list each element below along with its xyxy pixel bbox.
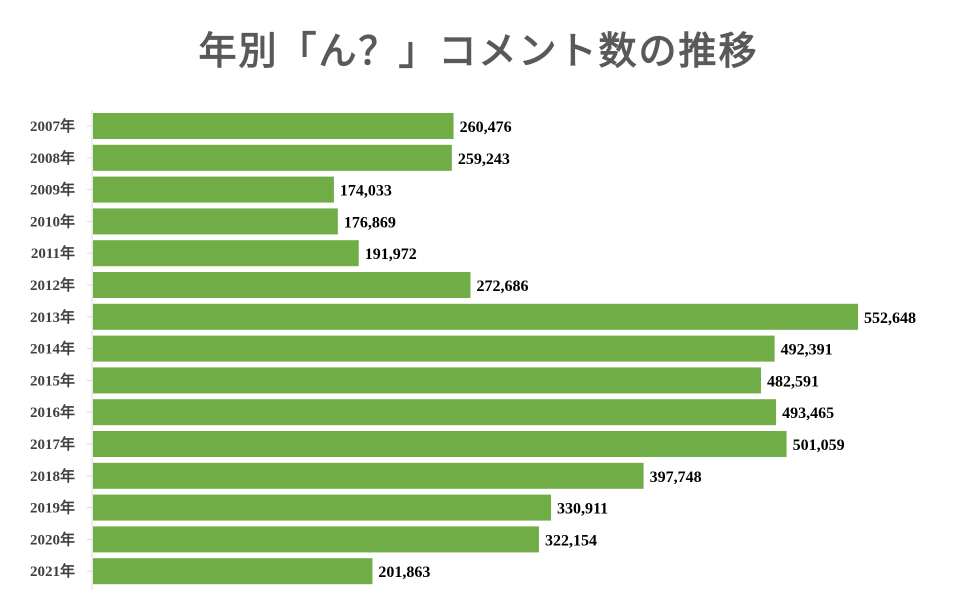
bar	[93, 367, 762, 394]
category-label: 2009年	[30, 181, 75, 199]
category-label: 2018年	[30, 467, 75, 485]
bar	[93, 272, 471, 298]
bar	[93, 335, 775, 362]
bar	[93, 208, 338, 235]
bar	[93, 526, 539, 553]
value-label: 492,391	[781, 342, 833, 359]
bars-group: 2007年 260,476 2008年 259,243 2009年 174,033 2010…	[30, 113, 916, 585]
category-label: 2020年	[30, 530, 75, 548]
value-label: 501,059	[793, 437, 845, 454]
value-label: 493,465	[782, 405, 834, 422]
value-label: 322,154	[545, 532, 597, 549]
value-label: 397,748	[650, 469, 702, 486]
value-label: 482,591	[767, 373, 819, 390]
category-label: 2014年	[30, 340, 75, 358]
category-label: 2013年	[30, 308, 75, 326]
category-label: 2012年	[30, 276, 75, 294]
category-label: 2008年	[30, 149, 75, 167]
bar	[93, 176, 334, 203]
value-label: 259,243	[458, 151, 510, 168]
value-label: 330,911	[557, 501, 608, 518]
bar	[93, 431, 787, 457]
value-label: 272,686	[476, 278, 528, 295]
value-label: 191,972	[365, 246, 417, 263]
category-label: 2019年	[30, 499, 75, 517]
bar	[93, 558, 373, 585]
value-label: 174,033	[340, 183, 392, 200]
bar	[93, 144, 452, 171]
value-label: 176,869	[344, 214, 396, 231]
bar	[93, 303, 858, 330]
category-label: 2007年	[30, 117, 75, 135]
value-label: 552,648	[864, 310, 916, 327]
category-label: 2015年	[30, 371, 75, 389]
category-label: 2011年	[31, 244, 75, 262]
bar	[93, 113, 454, 139]
chart-title: 年別「ん？」コメント数の推移	[198, 29, 759, 73]
bar	[93, 399, 777, 426]
bar	[93, 240, 359, 267]
value-label: 201,863	[378, 564, 430, 581]
category-label: 2021年	[30, 562, 75, 580]
bar	[93, 462, 644, 489]
category-label: 2010年	[30, 212, 75, 230]
bar	[93, 494, 552, 521]
value-label: 260,476	[460, 119, 512, 136]
category-label: 2016年	[30, 403, 75, 421]
category-label: 2017年	[30, 435, 75, 453]
